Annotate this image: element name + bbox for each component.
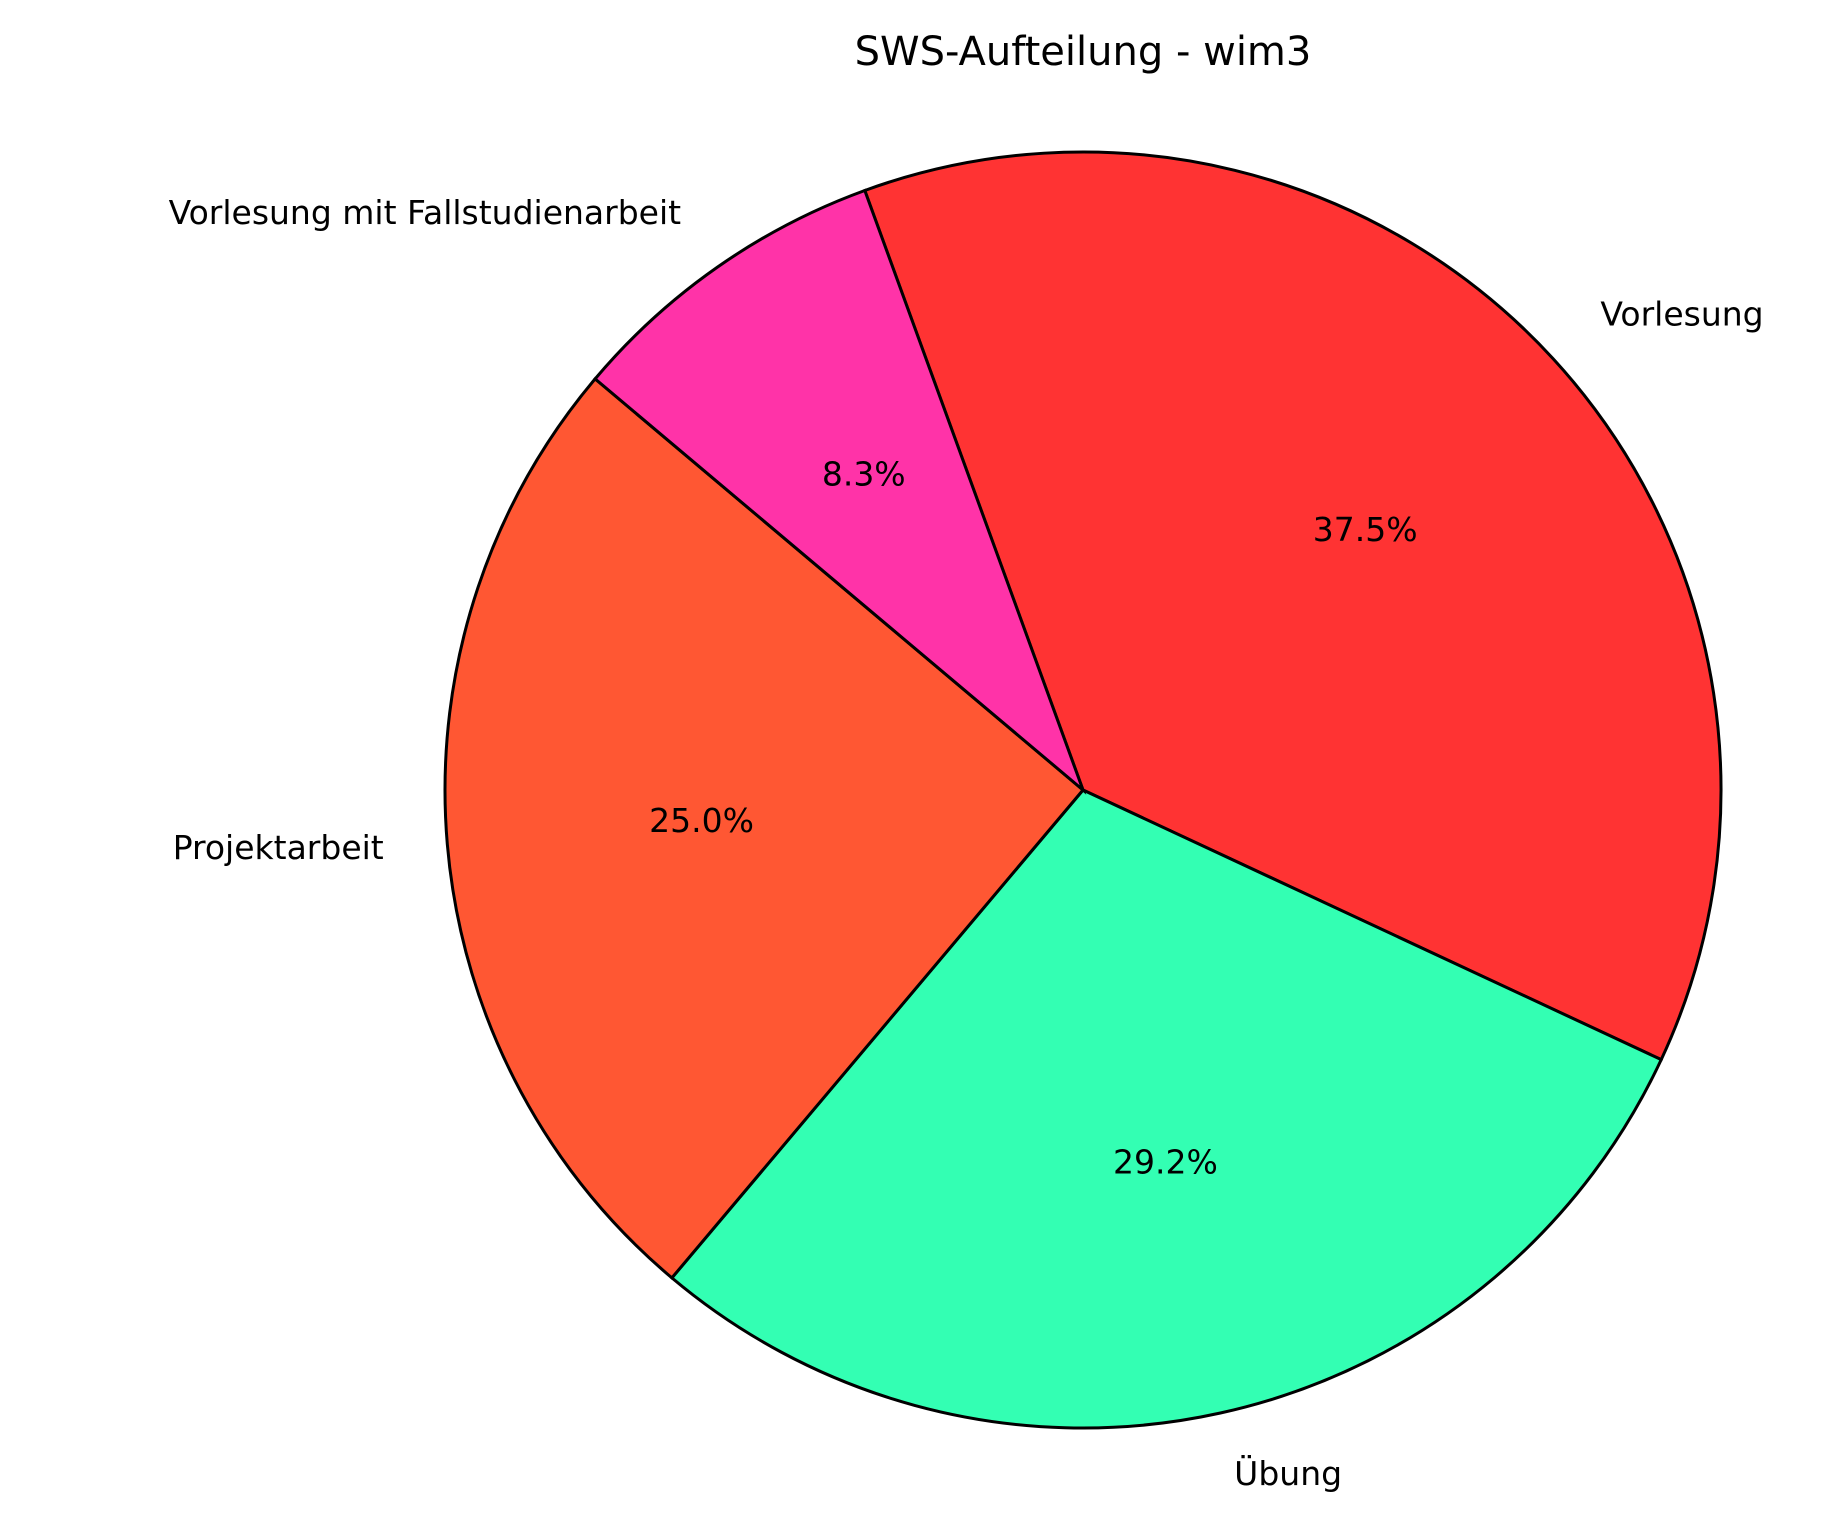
value-label: 29.2% bbox=[1113, 1142, 1218, 1181]
pie-slice bbox=[443, 376, 1086, 1280]
value-label: 8.3% bbox=[822, 455, 906, 494]
value-label: 37.5% bbox=[1313, 510, 1418, 549]
slice-label: Vorlesung mit Fallstudienarbeit bbox=[169, 193, 682, 232]
chart-title: SWS-Aufteilung - wim3 bbox=[855, 29, 1312, 75]
pie-slice bbox=[669, 788, 1664, 1430]
value-label: 25.0% bbox=[649, 801, 754, 840]
slice-label: Vorlesung bbox=[1600, 294, 1763, 333]
pie-slice bbox=[862, 150, 1723, 1062]
pie-slice bbox=[593, 188, 1087, 795]
slice-label: Projektarbeit bbox=[173, 828, 384, 867]
slice-label: Übung bbox=[1234, 1453, 1342, 1493]
